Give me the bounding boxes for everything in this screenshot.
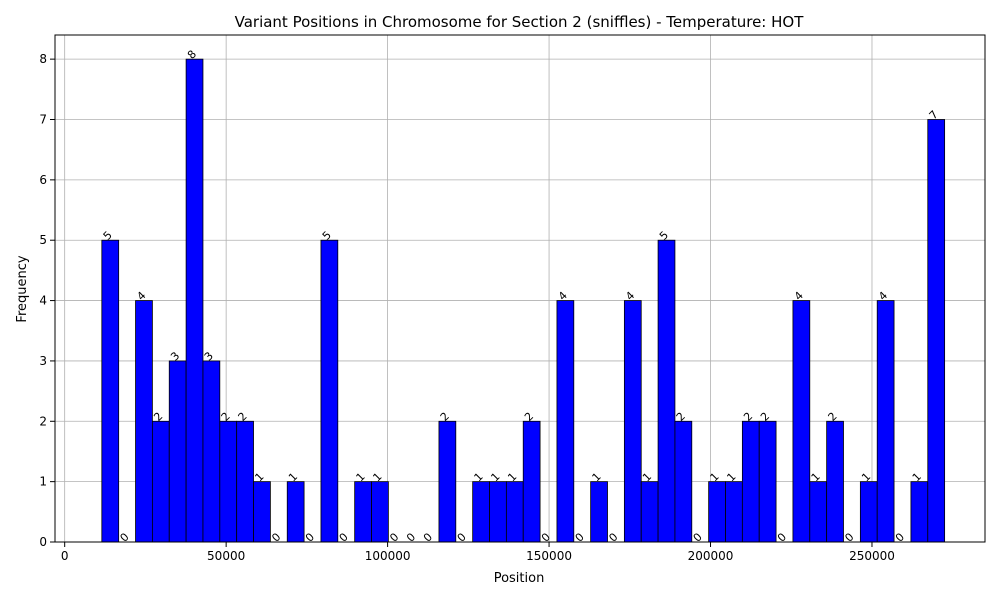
histogram-bar bbox=[219, 420, 238, 543]
x-tick-label: 250000 bbox=[849, 549, 895, 563]
y-tick-label: 4 bbox=[39, 294, 47, 308]
histogram-bar bbox=[556, 300, 575, 543]
histogram-bar bbox=[286, 481, 305, 543]
histogram-bar bbox=[708, 481, 726, 543]
histogram-bar bbox=[741, 420, 760, 543]
histogram-bar bbox=[758, 420, 777, 543]
x-axis-label: Position bbox=[494, 571, 545, 586]
plot-frame bbox=[54, 34, 986, 543]
histogram-bar bbox=[910, 481, 929, 543]
x-tick-label: 150000 bbox=[526, 549, 572, 563]
x-tick-label: 50000 bbox=[207, 549, 245, 563]
y-tick-label: 0 bbox=[39, 535, 47, 549]
histogram-bar bbox=[202, 360, 221, 543]
histogram-bar bbox=[101, 239, 120, 543]
histogram-bar bbox=[792, 300, 811, 543]
y-tick-label: 2 bbox=[39, 414, 47, 428]
x-axis-ticks: 0 50000 100000 150000 200000 250000 bbox=[61, 542, 895, 563]
bars-group bbox=[101, 58, 946, 543]
histogram-bar bbox=[725, 481, 743, 543]
histogram-bar bbox=[876, 300, 895, 543]
y-tick-label: 1 bbox=[39, 475, 47, 489]
y-axis-label: Frequency bbox=[15, 255, 30, 322]
histogram-bar bbox=[809, 481, 828, 543]
histogram-bar bbox=[135, 300, 153, 543]
histogram-bar bbox=[826, 420, 844, 543]
histogram-bar bbox=[489, 481, 507, 543]
histogram-bar bbox=[859, 481, 878, 543]
x-tick-label: 200000 bbox=[688, 549, 734, 563]
histogram-bar bbox=[657, 239, 676, 543]
y-tick-label: 3 bbox=[39, 354, 47, 368]
histogram-bar bbox=[253, 481, 271, 543]
histogram-bar bbox=[151, 420, 170, 543]
histogram-bar bbox=[438, 420, 457, 543]
histogram-bar bbox=[354, 481, 372, 543]
histogram-bar bbox=[522, 420, 541, 543]
y-tick-label: 5 bbox=[39, 233, 47, 247]
y-tick-label: 7 bbox=[39, 113, 47, 127]
y-axis-ticks: 0 1 2 3 4 5 6 7 8 bbox=[39, 52, 55, 549]
histogram-bar bbox=[185, 58, 204, 543]
histogram-bar bbox=[590, 481, 608, 543]
histogram-bar bbox=[472, 481, 490, 543]
histogram-bar bbox=[623, 300, 642, 543]
histogram-bar bbox=[640, 481, 659, 543]
x-tick-label: 100000 bbox=[365, 549, 411, 563]
histogram-bar bbox=[505, 481, 524, 543]
histogram-bar bbox=[674, 420, 693, 543]
histogram-bar bbox=[236, 420, 254, 543]
histogram-bar bbox=[320, 239, 339, 543]
y-tick-label: 6 bbox=[39, 173, 47, 187]
chart-title: Variant Positions in Chromosome for Sect… bbox=[235, 13, 805, 31]
histogram-bar bbox=[371, 481, 389, 543]
histogram-bar bbox=[927, 119, 946, 543]
x-tick-label: 0 bbox=[61, 549, 69, 563]
y-tick-label: 8 bbox=[39, 52, 47, 66]
histogram-bar bbox=[168, 360, 187, 543]
